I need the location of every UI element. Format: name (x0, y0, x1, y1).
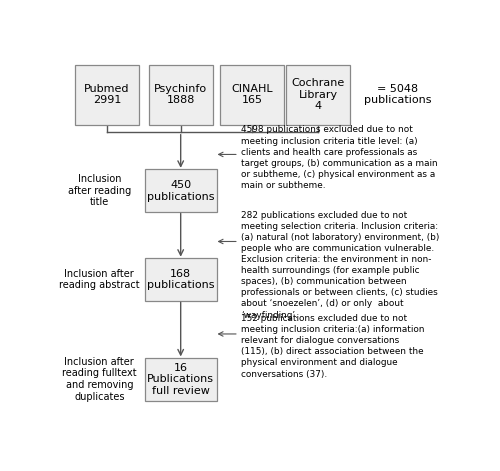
FancyBboxPatch shape (145, 357, 216, 401)
FancyBboxPatch shape (75, 65, 139, 124)
Text: = 5048
publications: = 5048 publications (364, 84, 432, 106)
Text: Psychinfo
1888: Psychinfo 1888 (154, 84, 208, 106)
FancyBboxPatch shape (145, 169, 216, 212)
Text: CINAHL
165: CINAHL 165 (232, 84, 273, 106)
Text: Pubmed
2991: Pubmed 2991 (84, 84, 130, 106)
FancyBboxPatch shape (145, 258, 216, 301)
Text: 4598 publications excluded due to not
meeting inclusion criteria title level: (a: 4598 publications excluded due to not me… (241, 125, 438, 190)
Text: 152 publications excluded due to not
meeting inclusion criteria:(a) information
: 152 publications excluded due to not mee… (241, 314, 424, 379)
Text: 450
publications: 450 publications (147, 180, 214, 202)
Text: 168
publications: 168 publications (147, 269, 214, 290)
FancyBboxPatch shape (148, 65, 212, 124)
Text: Cochrane
Library
4: Cochrane Library 4 (292, 78, 345, 111)
Text: Inclusion
after reading
title: Inclusion after reading title (68, 174, 131, 207)
FancyBboxPatch shape (286, 65, 350, 124)
FancyBboxPatch shape (220, 65, 284, 124)
Text: 282 publications excluded due to not
meeting selection criteria. Inclusion crite: 282 publications excluded due to not mee… (241, 211, 439, 319)
Text: 16
Publications
full review: 16 Publications full review (147, 363, 214, 396)
Text: Inclusion after
reading fulltext
and removing
duplicates: Inclusion after reading fulltext and rem… (62, 357, 136, 402)
Text: Inclusion after
reading abstract: Inclusion after reading abstract (59, 269, 140, 290)
